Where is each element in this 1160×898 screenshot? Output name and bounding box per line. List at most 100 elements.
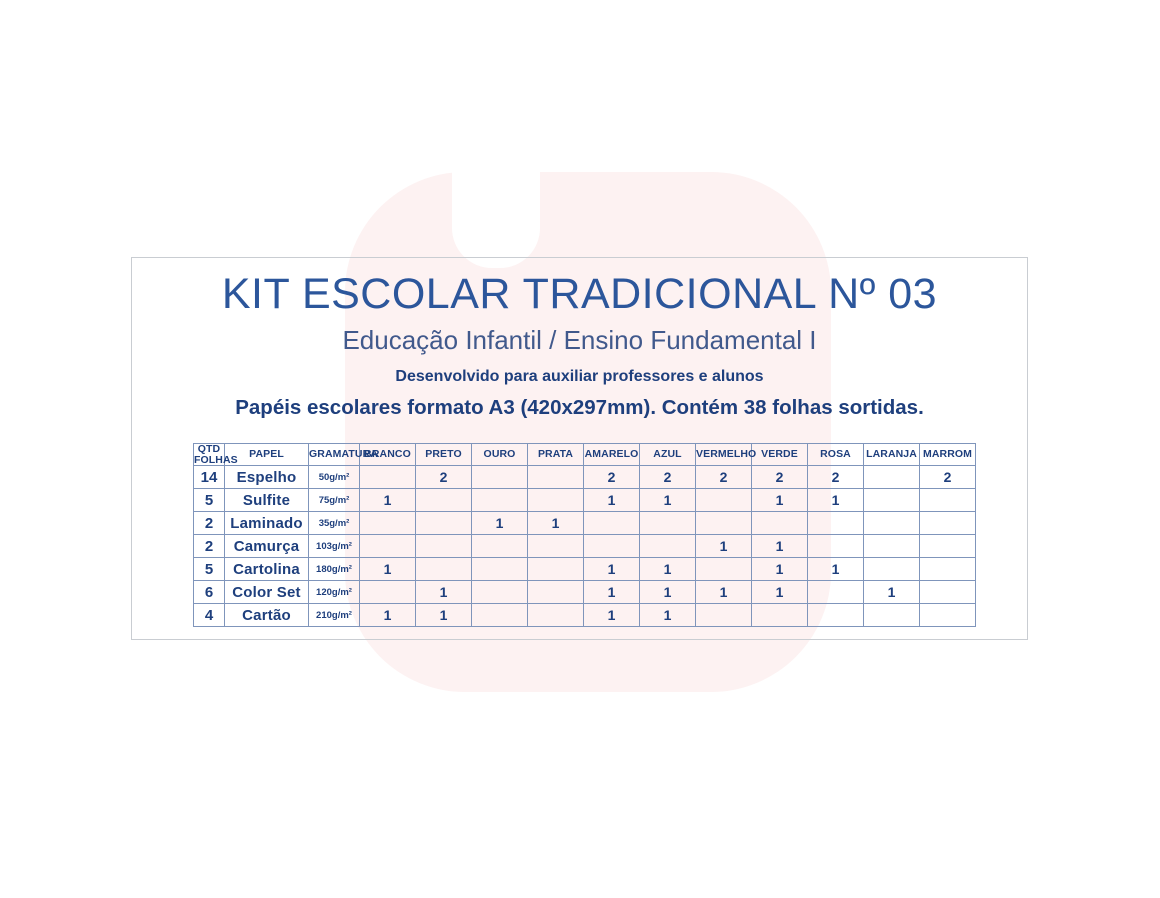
cell-marrom (919, 557, 976, 581)
cell-gramatura: 75g/m² (308, 488, 360, 512)
cell-prata (527, 488, 584, 512)
background-watermark-notch (452, 172, 540, 268)
cell-vermelho: 2 (695, 465, 752, 489)
cell-preto: 1 (415, 580, 472, 604)
col-header-laranja: LARANJA (863, 443, 920, 466)
cell-verde (751, 511, 808, 535)
cell-azul: 1 (639, 580, 696, 604)
cell-ouro (471, 488, 528, 512)
paper-composition-table: QTD FOLHAS PAPEL GRAMATURA BRANCO PRETO … (193, 443, 976, 627)
cell-vermelho (695, 488, 752, 512)
cell-laranja (863, 465, 920, 489)
paper-table-container: QTD FOLHAS PAPEL GRAMATURA BRANCO PRETO … (193, 443, 976, 627)
cell-prata: 1 (527, 511, 584, 535)
table-header: QTD FOLHAS PAPEL GRAMATURA BRANCO PRETO … (193, 443, 976, 466)
cell-branco: 1 (359, 603, 416, 627)
table-row: 5 Sulfite 75g/m² 1 1 1 1 1 (193, 488, 976, 512)
cell-gramatura: 120g/m² (308, 580, 360, 604)
table-row: 6 Color Set 120g/m² 1 1 1 1 1 1 (193, 580, 976, 604)
cell-rosa (807, 511, 864, 535)
cell-marrom: 2 (919, 465, 976, 489)
cell-ouro: 1 (471, 511, 528, 535)
cell-azul: 1 (639, 557, 696, 581)
cell-amarelo (583, 511, 640, 535)
col-header-rosa: ROSA (807, 443, 864, 466)
cell-preto: 2 (415, 465, 472, 489)
cell-preto: 1 (415, 603, 472, 627)
col-header-azul: AZUL (639, 443, 696, 466)
cell-azul: 2 (639, 465, 696, 489)
cell-verde: 2 (751, 465, 808, 489)
table-body: 14 Espelho 50g/m² 2 2 2 2 2 2 2 5 Sulfite 75g/m² 1 1 1 1… (193, 465, 976, 627)
cell-verde: 1 (751, 534, 808, 558)
col-header-preto: PRETO (415, 443, 472, 466)
cell-verde: 1 (751, 488, 808, 512)
col-header-marrom: MARROM (919, 443, 976, 466)
cell-papel: Camurça (224, 534, 309, 558)
cell-rosa (807, 580, 864, 604)
cell-vermelho: 1 (695, 534, 752, 558)
cell-azul (639, 534, 696, 558)
cell-vermelho: 1 (695, 580, 752, 604)
cell-marrom (919, 534, 976, 558)
cell-prata (527, 534, 584, 558)
page-subtitle: Educação Infantil / Ensino Fundamental I (342, 325, 817, 355)
cell-laranja (863, 534, 920, 558)
cell-laranja (863, 511, 920, 535)
cell-branco (359, 465, 416, 489)
cell-amarelo (583, 534, 640, 558)
cell-prata (527, 603, 584, 627)
cell-qtd-folhas: 2 (193, 534, 225, 558)
cell-gramatura: 103g/m² (308, 534, 360, 558)
col-header-vermelho: VERMELHO (695, 443, 756, 466)
cell-papel: Sulfite (224, 488, 309, 512)
cell-amarelo: 2 (583, 465, 640, 489)
page-spec-line: Papéis escolares formato A3 (420x297mm).… (235, 396, 924, 419)
cell-gramatura: 35g/m² (308, 511, 360, 535)
col-header-verde: VERDE (751, 443, 808, 466)
cell-preto (415, 488, 472, 512)
cell-azul: 1 (639, 488, 696, 512)
cell-branco (359, 580, 416, 604)
cell-qtd-folhas: 5 (193, 488, 225, 512)
cell-rosa: 2 (807, 465, 864, 489)
cell-laranja: 1 (863, 580, 920, 604)
cell-preto (415, 534, 472, 558)
cell-papel: Espelho (224, 465, 309, 489)
cell-branco: 1 (359, 488, 416, 512)
table-row: 2 Laminado 35g/m² 1 1 (193, 511, 976, 535)
cell-prata (527, 465, 584, 489)
cell-branco (359, 534, 416, 558)
table-row: 5 Cartolina 180g/m² 1 1 1 1 1 (193, 557, 976, 581)
cell-vermelho (695, 557, 752, 581)
col-header-gramatura: GRAMATURA (308, 443, 378, 466)
cell-vermelho (695, 603, 752, 627)
cell-ouro (471, 580, 528, 604)
cell-gramatura: 210g/m² (308, 603, 360, 627)
cell-prata (527, 580, 584, 604)
cell-marrom (919, 580, 976, 604)
cell-amarelo: 1 (583, 557, 640, 581)
table-row: 4 Cartão 210g/m² 1 1 1 1 (193, 603, 976, 627)
cell-rosa (807, 603, 864, 627)
cell-papel: Laminado (224, 511, 309, 535)
cell-rosa (807, 534, 864, 558)
col-header-amarelo: AMARELO (583, 443, 640, 466)
cell-verde: 1 (751, 580, 808, 604)
col-header-qtd-folhas: QTD FOLHAS (193, 443, 238, 466)
cell-preto (415, 511, 472, 535)
page-tagline: Desenvolvido para auxiliar professores e… (395, 368, 764, 385)
cell-branco (359, 511, 416, 535)
cell-azul (639, 511, 696, 535)
cell-ouro (471, 465, 528, 489)
cell-papel: Color Set (224, 580, 309, 604)
cell-laranja (863, 488, 920, 512)
cell-vermelho (695, 511, 752, 535)
cell-qtd-folhas: 5 (193, 557, 225, 581)
cell-ouro (471, 534, 528, 558)
cell-rosa: 1 (807, 488, 864, 512)
table-row: 2 Camurça 103g/m² 1 1 (193, 534, 976, 558)
col-header-ouro: OURO (471, 443, 528, 466)
cell-gramatura: 50g/m² (308, 465, 360, 489)
cell-marrom (919, 603, 976, 627)
